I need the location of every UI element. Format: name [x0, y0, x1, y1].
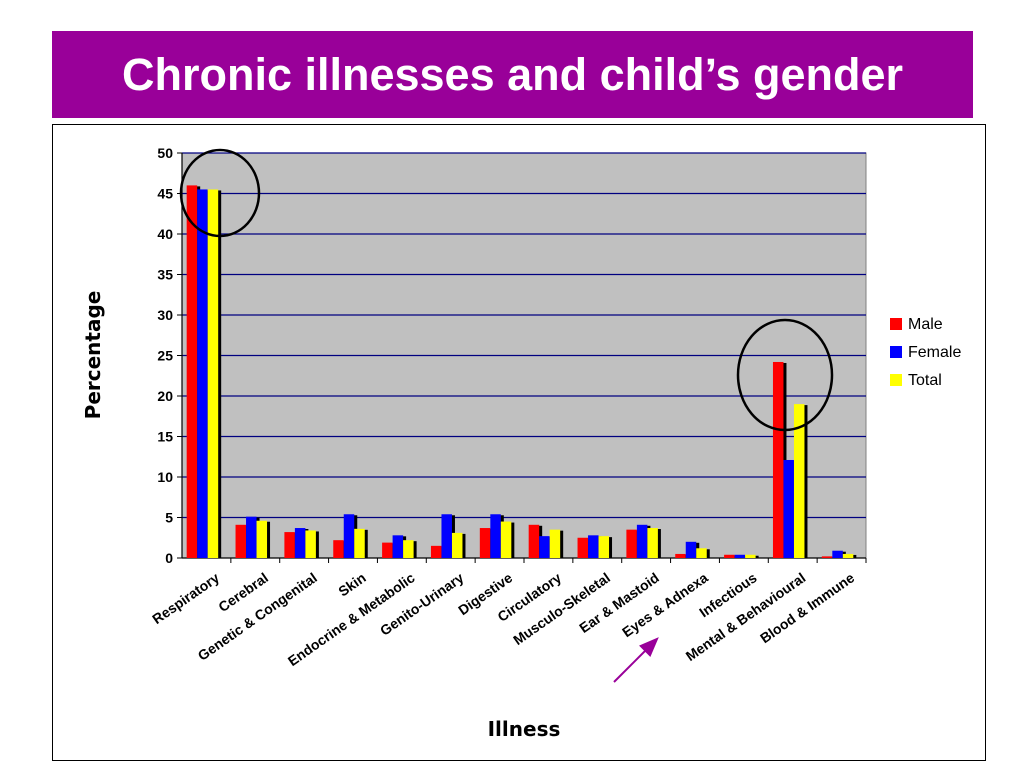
bar-total: [745, 554, 756, 558]
bar-female: [392, 535, 404, 558]
y-tick-label: 35: [157, 267, 173, 283]
bar-total: [647, 528, 658, 558]
x-tick-label: Genito-Urinary: [377, 569, 467, 638]
bar-total: [403, 540, 414, 558]
bar-male: [772, 361, 784, 558]
slide-title: Chronic illnesses and child’s gender: [121, 48, 904, 100]
bar-female: [539, 536, 550, 558]
chart-frame: [52, 124, 986, 761]
bar-male: [675, 553, 686, 558]
bar-male: [430, 545, 442, 558]
bar-female: [685, 541, 697, 558]
bar-male: [626, 529, 637, 558]
bar-total: [793, 404, 805, 558]
bar-total: [354, 528, 365, 558]
bar-female: [734, 554, 746, 558]
y-tick-label: 5: [165, 510, 173, 526]
bar-female: [343, 514, 355, 558]
bar-male: [724, 554, 735, 558]
x-axis-title: Illness: [488, 717, 561, 741]
bar-total: [305, 530, 316, 558]
bar-male: [528, 524, 540, 558]
bar-male: [186, 185, 198, 558]
bar-male: [577, 537, 589, 558]
bar-total: [256, 520, 268, 558]
y-tick-label: 20: [157, 388, 173, 404]
bar-male: [333, 540, 344, 558]
x-tick-label: Skin: [335, 569, 368, 599]
x-tick-label: Eyes & Adnexa: [619, 569, 711, 640]
bar-total: [207, 189, 219, 558]
y-tick-label: 15: [157, 429, 173, 445]
y-tick-label: 25: [157, 348, 173, 364]
highlight-circle-respiratory: [179, 148, 261, 238]
bar-female: [197, 189, 208, 558]
bar-female: [588, 535, 599, 558]
bar-female: [294, 528, 306, 558]
bar-total: [451, 532, 463, 558]
y-tick-label: 50: [157, 145, 173, 161]
y-tick-label: 0: [165, 550, 173, 566]
bar-total: [598, 536, 610, 558]
bar-male: [821, 556, 833, 558]
bar-female: [783, 459, 794, 558]
bar-total: [696, 548, 707, 558]
bar-female: [246, 516, 257, 558]
bar-total: [842, 553, 854, 558]
legend-label-total: Total: [908, 372, 942, 389]
bar-total: [500, 521, 512, 558]
bar-male: [235, 524, 247, 558]
y-tick-label: 40: [157, 226, 173, 242]
y-axis-title: Percentage: [81, 291, 105, 420]
legend-swatch-female: [890, 346, 902, 358]
bar-male: [284, 532, 295, 558]
title-banner: Chronic illnesses and child’s gender: [52, 31, 973, 118]
legend-label-female: Female: [908, 344, 961, 361]
annotation-arrow: [613, 637, 659, 683]
y-tick-label: 45: [157, 186, 173, 202]
highlight-circle-mental: [736, 318, 834, 432]
bar-female: [490, 514, 501, 558]
x-tick-label: Respiratory: [149, 569, 222, 627]
legend-label-male: Male: [908, 316, 943, 333]
legend-swatch-male: [890, 318, 902, 330]
bar-female: [832, 550, 843, 558]
bar-male: [382, 542, 393, 558]
y-tick-label: 30: [157, 307, 173, 323]
bar-male: [479, 528, 491, 558]
y-tick-label: 10: [157, 469, 173, 485]
bar-total: [549, 529, 561, 558]
bar-female: [636, 524, 648, 558]
legend-swatch-total: [890, 374, 902, 386]
bar-female: [441, 514, 452, 558]
